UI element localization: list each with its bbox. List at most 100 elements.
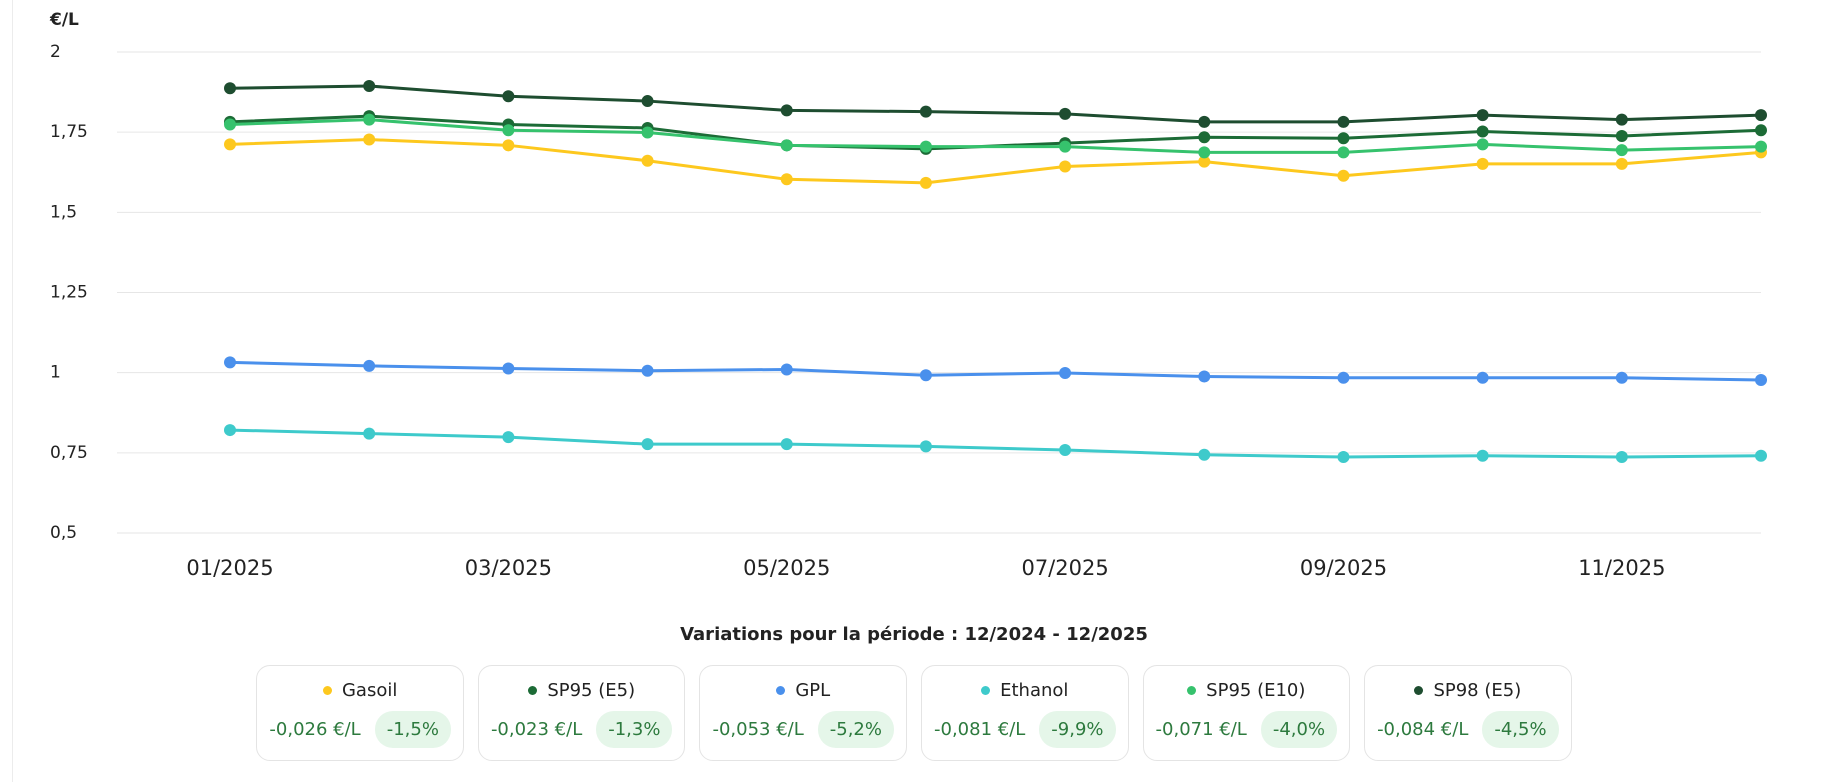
fuel-name: SP95 (E10) xyxy=(1206,680,1306,701)
data-point xyxy=(1615,451,1628,464)
legend-dot xyxy=(1187,686,1197,695)
fuel-name-row: SP95 (E10) xyxy=(1187,680,1305,701)
data-point xyxy=(502,431,515,444)
series-line xyxy=(229,428,1762,459)
data-point xyxy=(1337,451,1350,464)
variation-percent: -1,3% xyxy=(596,711,673,748)
variation-card: SP95 (E10) -0,071 €/L -4,0% xyxy=(1142,665,1351,761)
variation-row: -0,023 €/L -1,3% xyxy=(491,711,673,748)
variation-row: -0,071 €/L -4,0% xyxy=(1156,711,1338,748)
data-point xyxy=(224,118,236,131)
legend-dot xyxy=(1414,686,1424,695)
series-line xyxy=(229,84,1762,124)
variation-card: Gasoil -0,026 €/L -1,5% xyxy=(256,665,464,761)
data-point xyxy=(502,362,515,375)
data-point xyxy=(919,440,932,453)
data-point xyxy=(641,438,654,451)
variation-percent: -9,9% xyxy=(1039,711,1116,748)
data-point xyxy=(1059,140,1072,153)
x-tick-label: 05/2025 xyxy=(743,556,830,580)
data-point xyxy=(1198,146,1211,159)
fuel-name-row: GPL xyxy=(776,680,830,701)
data-point xyxy=(919,105,932,118)
x-tick-label: 09/2025 xyxy=(1300,556,1387,580)
data-point xyxy=(224,356,236,369)
data-point xyxy=(919,176,932,189)
data-point xyxy=(780,438,793,451)
x-tick-label: 07/2025 xyxy=(1021,556,1108,580)
data-point xyxy=(1059,443,1072,456)
variation-card: GPL -0,053 €/L -5,2% xyxy=(699,665,907,761)
variation-card: SP95 (E5) -0,023 €/L -1,3% xyxy=(477,665,686,761)
data-point xyxy=(1476,449,1489,462)
data-point xyxy=(1615,157,1628,170)
series-line xyxy=(229,360,1762,382)
data-point xyxy=(1337,115,1350,128)
data-point xyxy=(1337,169,1350,182)
data-point xyxy=(1615,130,1628,143)
legend-dot xyxy=(528,686,538,695)
variation-row: -0,053 €/L -5,2% xyxy=(712,711,894,748)
data-point xyxy=(1198,370,1211,383)
series-line xyxy=(229,138,1762,185)
data-point xyxy=(641,154,654,167)
data-point xyxy=(780,363,793,376)
x-tick-label: 03/2025 xyxy=(465,556,552,580)
data-point xyxy=(1615,144,1628,157)
variation-amount: -0,053 €/L xyxy=(712,719,804,740)
variation-row: -0,026 €/L -1,5% xyxy=(269,711,451,748)
y-tick-label: 2 xyxy=(50,42,61,62)
y-tick-label: 1,5 xyxy=(50,202,77,222)
legend-dot xyxy=(776,686,786,695)
data-point xyxy=(502,90,515,103)
data-point xyxy=(1615,371,1628,384)
y-axis-label: €/L xyxy=(49,10,79,30)
data-point xyxy=(502,139,515,152)
data-point xyxy=(919,140,932,153)
y-tick-label: 0,75 xyxy=(50,443,88,463)
fuel-name: SP98 (E5) xyxy=(1433,680,1522,701)
data-point xyxy=(224,424,236,437)
data-point xyxy=(224,138,236,151)
series-line xyxy=(229,118,1762,154)
data-point xyxy=(1476,138,1489,151)
data-point xyxy=(1198,448,1211,461)
variation-percent: -4,5% xyxy=(1482,711,1559,748)
data-point xyxy=(1337,132,1350,145)
chart: €/L 0,5 0,75 1 1,25 1,5 1,75 2 01/2025 03/2025 05… xyxy=(49,10,1767,580)
fuel-name: Ethanol xyxy=(1000,680,1069,701)
data-point xyxy=(780,139,793,152)
data-point xyxy=(363,133,376,146)
data-point xyxy=(641,95,654,108)
data-point xyxy=(1476,157,1489,170)
y-tick-label: 1 xyxy=(50,363,61,383)
variation-amount: -0,084 €/L xyxy=(1377,719,1469,740)
fuel-name: Gasoil xyxy=(341,680,398,701)
data-point xyxy=(363,427,376,440)
data-point xyxy=(641,126,654,139)
data-point xyxy=(1755,140,1767,153)
data-point xyxy=(919,369,932,382)
data-point xyxy=(502,124,515,137)
data-point xyxy=(1198,155,1211,168)
data-point xyxy=(1059,366,1072,379)
data-point xyxy=(1476,109,1489,122)
y-tick-label: 1,25 xyxy=(50,283,88,303)
data-point xyxy=(1337,146,1350,159)
variation-row: -0,084 €/L -4,5% xyxy=(1377,711,1559,748)
data-point xyxy=(363,113,376,126)
data-point xyxy=(363,79,376,92)
variations-title: Variations pour la période : 12/2024 - 1… xyxy=(680,624,1148,645)
data-point xyxy=(641,364,654,377)
legend-dot xyxy=(322,686,332,695)
data-point xyxy=(224,82,236,95)
y-tick-label: 0,5 xyxy=(50,523,77,543)
variation-amount: -0,081 €/L xyxy=(934,719,1026,740)
variation-row: -0,081 €/L -9,9% xyxy=(934,711,1116,748)
variation-percent: -4,0% xyxy=(1260,711,1338,748)
variation-percent: -1,5% xyxy=(374,711,451,748)
data-point xyxy=(780,104,793,117)
variation-card: SP98 (E5) -0,084 €/L -4,5% xyxy=(1364,665,1572,761)
variation-amount: -0,026 €/L xyxy=(269,719,361,740)
y-tick-label: 1,75 xyxy=(50,122,88,142)
